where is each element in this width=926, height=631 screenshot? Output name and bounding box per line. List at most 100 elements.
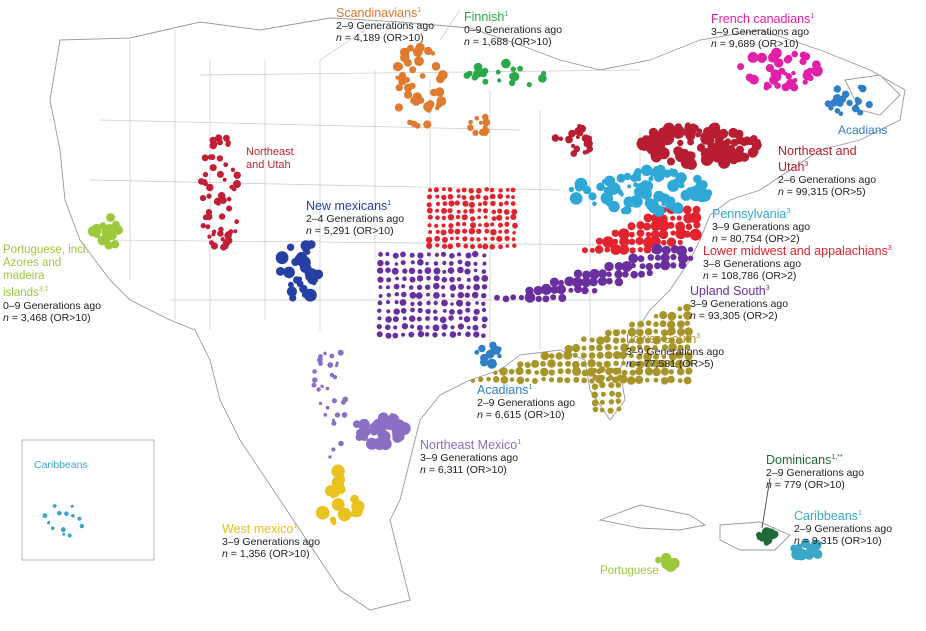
ne_utah-dot: [558, 136, 564, 142]
lower-dot: [592, 374, 599, 381]
dom-dot: [761, 527, 772, 538]
upland-dot: [385, 252, 390, 257]
lma-dot: [456, 194, 461, 199]
upland-dot: [433, 316, 439, 321]
lma-dot: [510, 187, 516, 193]
westmex-dot: [315, 505, 330, 520]
french-dot: [790, 83, 799, 92]
nemex-dot: [377, 412, 389, 424]
upland-dot: [417, 269, 423, 275]
ne_utah-dot: [577, 124, 582, 129]
lower-dot: [668, 337, 675, 344]
upland-dot: [377, 316, 382, 321]
lower-or: (OR>5): [678, 358, 714, 371]
lower-dot: [615, 391, 622, 398]
upland-dot: [463, 316, 471, 323]
ne_utah_w-dot: [205, 224, 211, 230]
upland-dot: [417, 330, 425, 338]
lower-dot: [684, 320, 690, 326]
carib-dot: [810, 539, 822, 551]
upland-dot: [402, 268, 408, 274]
upland-dot: [450, 302, 454, 306]
lower-dot: [652, 345, 658, 351]
lma-dot: [456, 209, 461, 214]
lower-dot: [668, 352, 677, 361]
port-dot: [107, 242, 114, 249]
upland-dot: [558, 279, 564, 286]
french-dot: [781, 83, 790, 92]
nemex-dot: [312, 369, 317, 374]
lma-dot: [441, 236, 448, 243]
ne_utah_w-dot: [201, 179, 208, 186]
upland-dot: [400, 260, 406, 266]
newmex-dot: [283, 266, 295, 279]
newmex-dot: [286, 286, 297, 297]
upland-dot: [473, 268, 478, 273]
upland-dot: [408, 267, 416, 274]
lma-dot: [470, 244, 475, 250]
lma-dot: [510, 201, 516, 207]
nemex-dot: [316, 387, 321, 392]
french-dot: [811, 65, 823, 77]
lma-dot: [483, 215, 488, 220]
upland-dot: [401, 284, 406, 289]
upland-dot: [481, 307, 487, 313]
penn-dot: [648, 176, 654, 182]
upland-dot: [654, 262, 661, 270]
nemex-dot: [331, 447, 336, 452]
french-dot: [749, 74, 759, 85]
lower-dot: [677, 314, 683, 320]
label-dominicans: Dominicans1,** 2–9 Generations ago n = 7…: [766, 453, 865, 492]
upland-dot: [482, 261, 487, 266]
upland-dot: [425, 261, 429, 266]
french-dot: [807, 74, 814, 82]
lma-dot: [491, 209, 497, 215]
lower-dot: [548, 353, 555, 359]
upland-dot: [630, 262, 636, 269]
upland-dot: [457, 266, 464, 274]
french-dot: [747, 52, 759, 63]
lma-dot: [454, 200, 460, 206]
lma-dot: [425, 236, 433, 244]
lower-dot: [588, 352, 596, 359]
french-sup: 1: [810, 13, 815, 20]
lma-dot: [650, 230, 660, 240]
lma-dot: [693, 221, 701, 229]
lower-dot: [541, 376, 546, 382]
lower-dot: [478, 376, 484, 382]
label-pennsylvania: Pennsylvania3 3–9 Generations ago n = 80…: [712, 207, 811, 246]
french-dot: [774, 58, 784, 68]
upland-dot: [589, 268, 600, 280]
lma-dot: [483, 237, 488, 241]
lower-dot: [661, 344, 669, 351]
ne_utah_w-dot: [223, 134, 230, 142]
ne_utah_w-dot: [199, 195, 207, 202]
scand-dot: [438, 90, 444, 96]
lma-dot: [498, 188, 503, 193]
acad_n-dot: [855, 97, 862, 105]
penn-n: 80,754: [729, 233, 762, 246]
neutah-n: 99,315: [795, 186, 828, 199]
ne_utah-dot: [720, 141, 729, 151]
upland-dot: [456, 299, 463, 307]
upland-dot: [400, 307, 407, 314]
upland-dot: [622, 271, 629, 278]
lower-dot: [677, 378, 683, 384]
lower-dot: [613, 345, 619, 350]
lower-dot: [509, 377, 515, 382]
westmex-or: (OR>10): [269, 548, 310, 561]
upland-dot: [556, 284, 566, 295]
lower-dot: [608, 399, 615, 405]
lma-dot: [470, 222, 476, 229]
scand-n: 4,189: [353, 32, 381, 45]
upland-dot: [598, 269, 607, 279]
lower-dot: [589, 337, 595, 343]
dom-title: Dominicans: [766, 453, 832, 468]
scand-dot: [398, 71, 407, 79]
nemex-dot: [341, 412, 348, 418]
lower-dot: [643, 345, 651, 352]
upland-dot: [426, 275, 431, 281]
lma-title: Lower midwest and appalachians: [703, 244, 888, 259]
newmex-sup: 1: [387, 200, 392, 207]
lower-dot: [524, 361, 531, 368]
